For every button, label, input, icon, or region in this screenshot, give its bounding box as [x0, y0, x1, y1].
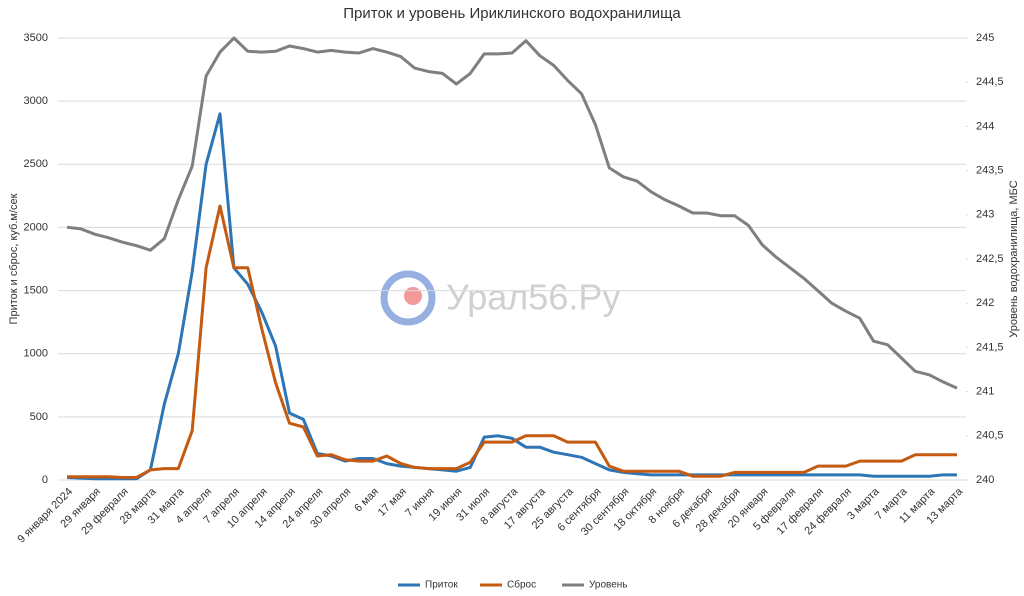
- y-tick-label: 3000: [24, 95, 48, 107]
- y2-tick-label: 242,5: [976, 253, 1004, 265]
- legend-label: Приток: [425, 580, 458, 591]
- y2-tick-label: 245: [976, 32, 994, 44]
- legend-label: Уровень: [589, 580, 628, 591]
- chart-title: Приток и уровень Ириклинского водохранил…: [343, 5, 681, 22]
- legend-label: Сброс: [507, 579, 536, 591]
- y2-tick-label: 244,5: [976, 76, 1004, 88]
- y2-tick-label: 242: [976, 297, 994, 309]
- y-tick-label: 3500: [24, 32, 48, 44]
- y-tick-label: 500: [30, 411, 48, 423]
- y2-tick-label: 240: [976, 474, 994, 486]
- y2-tick-label: 241,5: [976, 341, 1004, 353]
- y-tick-label: 1000: [24, 348, 48, 360]
- series-line: [66, 36, 958, 390]
- y-tick-label: 1500: [24, 284, 48, 296]
- y2-tick-label: 240,5: [976, 430, 1004, 442]
- y2-tick-label: 241: [976, 386, 994, 398]
- series-line: [66, 112, 957, 481]
- x-tick-label: 17 мая: [376, 486, 409, 519]
- y-tick-label: 2000: [24, 221, 48, 233]
- watermark: Урал56.Ру: [446, 277, 620, 318]
- y-tick-label: 2500: [24, 158, 48, 170]
- watermark-logo: [380, 270, 436, 326]
- y2-tick-label: 244: [976, 120, 994, 132]
- series-line: [67, 204, 957, 479]
- watermark-logo-dot: [404, 287, 422, 305]
- y2-tick-label: 243,5: [976, 165, 1004, 177]
- y-tick-label: 0: [42, 474, 48, 486]
- y-axis-label: Приток и сброс, куб.м/сек: [8, 193, 20, 324]
- y2-axis-label: Уровень водохранилища, МБС: [1008, 180, 1020, 337]
- y2-tick-label: 243: [976, 209, 994, 221]
